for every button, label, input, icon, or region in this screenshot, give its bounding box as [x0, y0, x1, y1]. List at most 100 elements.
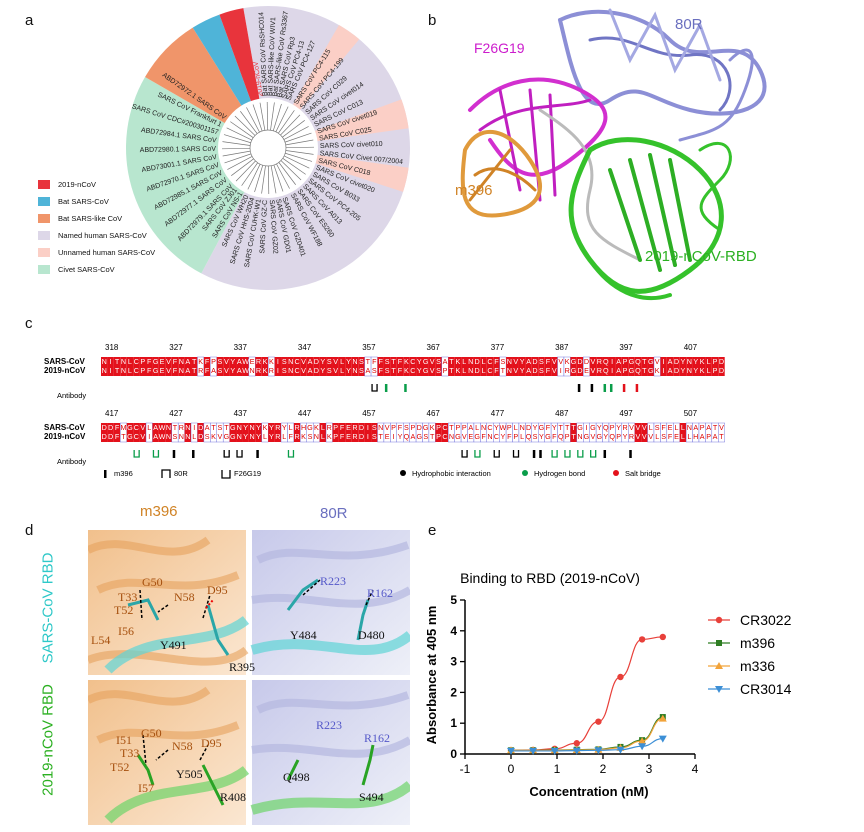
residue: G	[648, 357, 654, 366]
residue: S	[372, 432, 377, 441]
residue: K	[430, 423, 435, 432]
residue: R	[629, 432, 634, 441]
data-point	[595, 718, 602, 725]
ruler-number: 377	[491, 343, 505, 352]
residue: V	[166, 357, 171, 366]
residue: G	[597, 432, 603, 441]
panel-label-a: a	[25, 12, 34, 29]
residue: N	[687, 423, 692, 432]
residue: F	[379, 357, 384, 366]
residue: A	[365, 366, 370, 375]
residue: D	[108, 432, 113, 441]
legend-hydrophobic-label: Hydrophobic interaction	[412, 469, 491, 478]
contact-mark	[133, 450, 140, 458]
res-i51-ncov: I51	[116, 733, 132, 747]
residue: Y	[417, 366, 422, 375]
alignment-cell	[255, 357, 262, 376]
alignment-cell	[634, 423, 642, 442]
residue: S	[282, 366, 287, 375]
series-cr3014	[507, 735, 667, 755]
residue: K	[211, 432, 216, 441]
residue: K	[404, 366, 409, 375]
residue: T	[571, 432, 576, 441]
residue: L	[282, 432, 286, 441]
residue: N	[487, 432, 492, 441]
y-axis-label: Absorbance at 405 nm	[424, 606, 439, 745]
ruler-number: 337	[234, 343, 248, 352]
residue: R	[565, 366, 570, 375]
residue: Q	[609, 432, 615, 441]
residue: R	[352, 423, 357, 432]
residue: L	[674, 423, 678, 432]
residue: S	[173, 432, 178, 441]
residue: S	[218, 357, 223, 366]
alignment-cell	[101, 357, 108, 376]
residue: R	[352, 432, 357, 441]
residue: Y	[398, 432, 403, 441]
res-d95-sars: D95	[207, 583, 228, 597]
alignment-cell	[538, 357, 545, 376]
alignment-cell	[409, 357, 417, 376]
seq-name-ncov: 2019-nCoV	[44, 366, 86, 375]
data-point	[659, 633, 666, 641]
residue: G	[127, 432, 133, 441]
ruler-number: 457	[362, 409, 376, 418]
alignment-cell	[145, 422, 153, 443]
alignment-cell	[306, 357, 314, 376]
residue: F	[115, 423, 120, 432]
alignment-cell	[602, 357, 609, 376]
residue: I	[393, 432, 395, 441]
residue: Y	[269, 423, 274, 432]
alignment-cell	[461, 357, 468, 376]
residue: L	[687, 432, 691, 441]
ruler-number: 347	[298, 343, 312, 352]
alignment-cell	[242, 357, 249, 376]
residue: V	[385, 423, 390, 432]
residue: P	[462, 423, 467, 432]
residue: R	[597, 357, 602, 366]
res-r162-ncov: R162	[364, 731, 391, 745]
residue: K	[700, 366, 705, 375]
alignment-cell	[171, 357, 179, 376]
alignment-cell	[692, 357, 699, 376]
legend-80r-mark	[161, 469, 171, 478]
residue: Y	[243, 432, 248, 441]
residue: A	[668, 366, 673, 375]
residue: T	[211, 423, 216, 432]
y-tick-label: 3	[450, 655, 457, 669]
alignment-cell	[441, 423, 449, 442]
interface-detail-images	[88, 530, 410, 825]
residue: T	[449, 366, 454, 375]
residue: R	[256, 366, 261, 375]
data-point	[573, 740, 580, 747]
residue: D	[198, 423, 203, 432]
alignment-cell	[293, 423, 301, 442]
residue: F	[398, 366, 403, 375]
residue: L	[192, 432, 196, 441]
legend-item-bat-sars-like: Bat SARS-like CoV	[38, 214, 122, 223]
contact-mark	[384, 384, 388, 392]
res-l54-sars: L54	[91, 633, 111, 647]
residue: Y	[417, 357, 422, 366]
series-cr3022	[507, 633, 666, 754]
residue: C	[442, 432, 447, 441]
alignment-cell	[101, 423, 108, 442]
residue: S	[385, 366, 390, 375]
legend-swatch	[38, 214, 50, 223]
residue: R	[275, 423, 280, 432]
residue: L	[321, 423, 325, 432]
residue: K	[327, 432, 332, 441]
residue: A	[153, 432, 158, 441]
residue: V	[513, 366, 518, 375]
alignment-cell	[518, 357, 526, 376]
residue: V	[301, 366, 306, 375]
residue: K	[455, 357, 460, 366]
contact-mark	[256, 450, 259, 458]
residue: L	[128, 357, 132, 366]
residue: Q	[635, 357, 641, 366]
alignment-cell	[576, 357, 584, 376]
alignment-cell	[641, 423, 648, 442]
residue: T	[559, 423, 564, 432]
